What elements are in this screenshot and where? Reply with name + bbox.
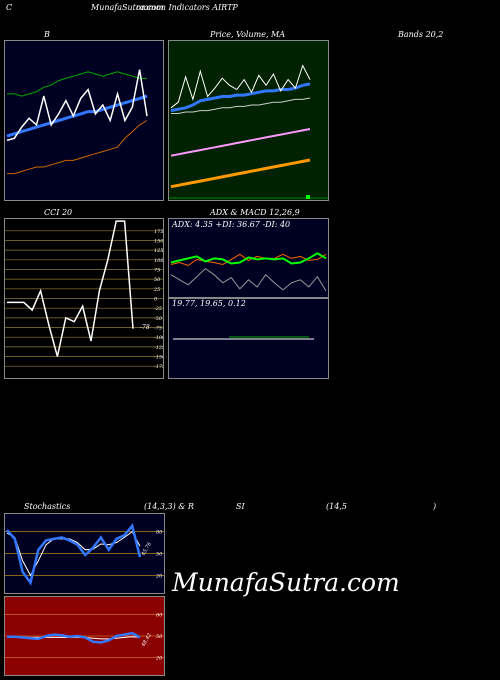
- ma-long-line: [170, 128, 311, 157]
- cci-tick-label: 150: [154, 238, 163, 244]
- brand-watermark: MunafaSutra.com: [172, 568, 400, 597]
- rsi-line: [7, 631, 141, 644]
- band-middle-line: [6, 94, 148, 138]
- stoch-params-label: (14,3,3) & R: [144, 502, 194, 511]
- rsi-si-label: SI: [236, 502, 245, 511]
- rsi-tick-label: 80: [156, 612, 163, 618]
- stoch-tick-label: 80: [156, 530, 163, 536]
- adx-values: ADX: 4.35 +DI: 36.67 -DI: 40: [172, 220, 291, 229]
- price-volume-label: Price, Volume, MA: [210, 30, 286, 39]
- cci-chart: 175 150 125 100 75 50 25 0 -25 -50 -75 -100 -125 -150…: [5, 220, 163, 370]
- price-line: [6, 69, 148, 142]
- cci-tick-label: 100: [154, 258, 163, 264]
- cci-label: CCI 20: [44, 208, 73, 217]
- cci-tick-label: 125: [154, 248, 163, 254]
- cci-tick-label: -100: [154, 335, 163, 341]
- cci-current-value: -78: [140, 324, 150, 331]
- stoch-chart: 80 50 20 45.76: [5, 523, 164, 586]
- stoch-tick-label: 20: [155, 573, 163, 579]
- macd-values: 19.77, 19.65, 0.12: [172, 299, 246, 308]
- rsi-chart: 80 50 20 48.42: [5, 612, 164, 662]
- minus-di-line: [170, 253, 327, 267]
- stoch-k-line: [6, 523, 142, 586]
- cci-tick-label: -25: [154, 306, 162, 312]
- band-upper-line: [7, 71, 147, 97]
- cci-tick-label: -175: [154, 364, 163, 370]
- adx-macd-label: ADX & MACD 12,26,9: [210, 208, 300, 217]
- ma-longest-line: [170, 158, 311, 189]
- bollinger-chart: [6, 69, 148, 175]
- macd-panel: [168, 298, 329, 379]
- rsi-tick-label: 50: [156, 634, 163, 640]
- band-lower-line: [7, 120, 148, 175]
- header-letter: C: [6, 3, 13, 12]
- adx-chart: [170, 252, 327, 292]
- stoch-d-line: [6, 530, 141, 577]
- adx-panel: [168, 218, 329, 298]
- plus-di-line: [170, 252, 327, 265]
- cci-tick-label: 50: [154, 277, 161, 283]
- bollinger-panel: [4, 40, 164, 201]
- cci-tick-label: -75: [154, 326, 162, 332]
- price-chart: [169, 64, 328, 199]
- cci-tick-label: 25: [153, 287, 160, 293]
- cci-tick-label: 175: [154, 229, 163, 235]
- ma-mid-line: [171, 97, 311, 114]
- volume-marker: [306, 195, 310, 199]
- cci-panel: 175 150 125 100 75 50 25 0 -25 -50 -75 -100 -125 -150…: [4, 218, 164, 379]
- macd-chart: [173, 336, 314, 340]
- cci-tick-label: -50: [154, 316, 163, 322]
- rsi-params-label: (14,5: [326, 502, 347, 511]
- stoch-tick-label: 50: [156, 552, 163, 558]
- stoch-label: Stochastics: [24, 502, 71, 511]
- header-title: ommon Indicators AIRTP: [136, 3, 238, 12]
- cci-tick-label: 75: [154, 267, 160, 273]
- cci-tick-label: 0: [154, 297, 158, 303]
- adx-line: [170, 267, 327, 292]
- bands-label: Bands 20,2: [398, 30, 444, 39]
- ma-short-line: [170, 82, 311, 113]
- cci-tick-label: -150: [154, 355, 163, 361]
- rsi-current-value: 48.42: [140, 632, 153, 648]
- rsi-close-label: ): [433, 502, 437, 511]
- rsi-tick-label: 20: [155, 656, 163, 662]
- cci-line: [7, 220, 134, 357]
- price-panel: [168, 40, 329, 201]
- rsi-panel: 80 50 20 48.42: [4, 596, 165, 676]
- stoch-panel: 80 50 20 45.76: [4, 513, 165, 594]
- price-line: [170, 64, 311, 109]
- cci-tick-label: -125: [154, 345, 163, 351]
- stoch-current-value: 45.76: [140, 541, 153, 558]
- bollinger-label: B: [44, 30, 50, 39]
- header-site: MunafaSutra.com: [91, 3, 164, 12]
